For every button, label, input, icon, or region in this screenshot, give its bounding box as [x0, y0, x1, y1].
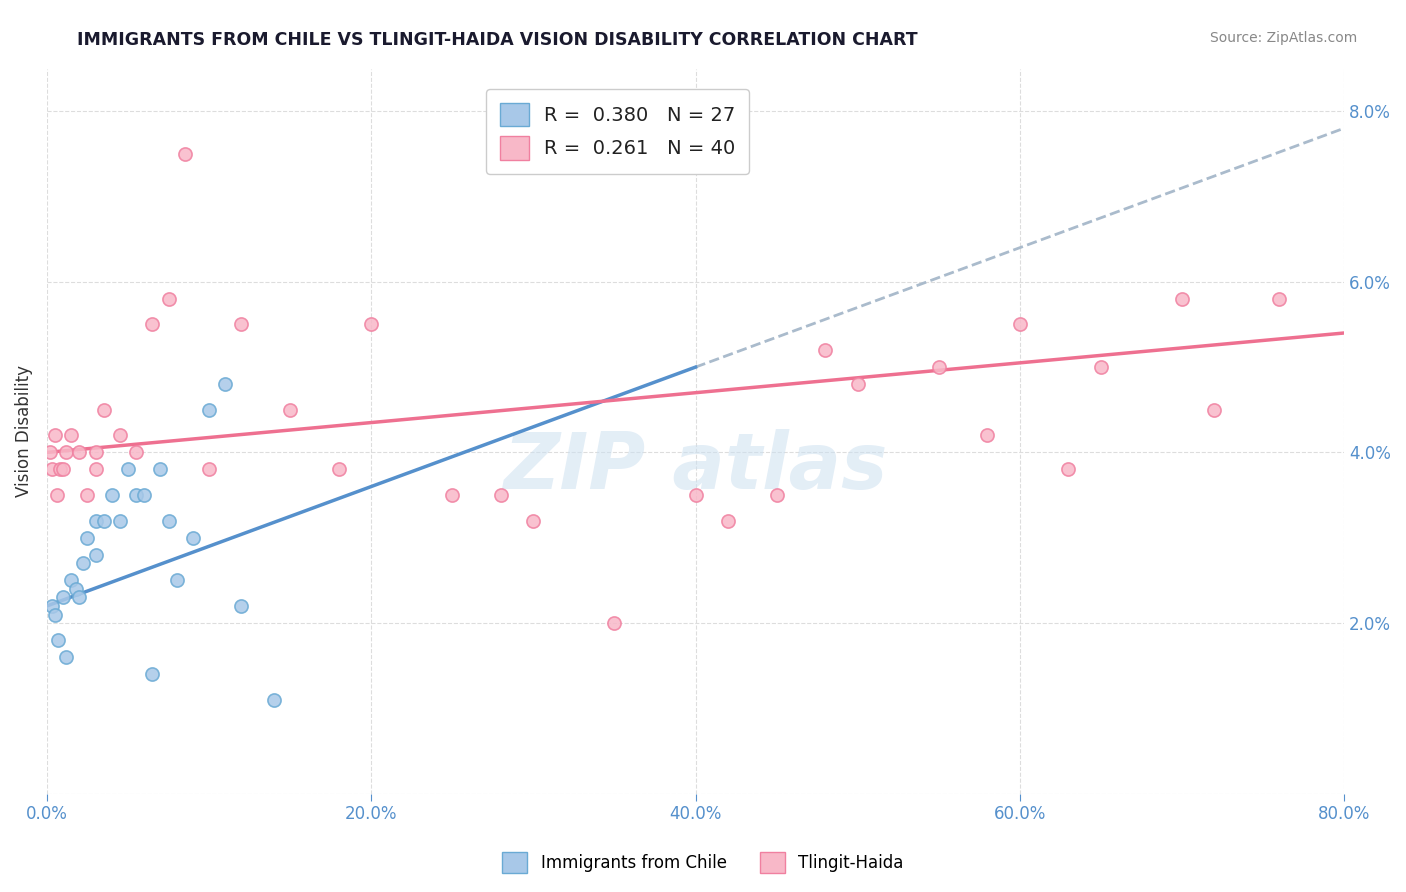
Point — [1090, 360, 1112, 375]
Y-axis label: Vision Disability: Vision Disability — [15, 365, 32, 497]
Point — [157, 292, 180, 306]
Text: IMMIGRANTS FROM CHILE VS TLINGIT-HAIDA VISION DISABILITY CORRELATION CHART: IMMIGRANTS FROM CHILE VS TLINGIT-HAIDA V… — [77, 31, 918, 49]
Point — [72, 557, 94, 571]
Point — [141, 667, 163, 681]
Point — [67, 445, 90, 459]
Point — [814, 343, 837, 357]
Point — [44, 607, 66, 622]
Point — [46, 633, 69, 648]
Point — [1268, 292, 1291, 306]
Text: Source: ZipAtlas.com: Source: ZipAtlas.com — [1209, 31, 1357, 45]
Point — [65, 582, 87, 596]
Point — [55, 650, 77, 665]
Point — [100, 488, 122, 502]
Point — [76, 488, 98, 502]
Point — [1171, 292, 1194, 306]
Point — [108, 514, 131, 528]
Point — [108, 428, 131, 442]
Point — [45, 488, 67, 502]
Point — [928, 360, 950, 375]
Point — [278, 402, 301, 417]
Point — [141, 318, 163, 332]
Point — [214, 377, 236, 392]
Point — [685, 488, 707, 502]
Point — [134, 488, 156, 502]
Point — [846, 377, 869, 392]
Point — [41, 462, 63, 476]
Point — [76, 531, 98, 545]
Point — [181, 531, 204, 545]
Point — [49, 462, 72, 476]
Point — [125, 488, 148, 502]
Point — [231, 599, 253, 613]
Point — [149, 462, 172, 476]
Point — [360, 318, 382, 332]
Point — [489, 488, 512, 502]
Point — [84, 548, 107, 562]
Point — [765, 488, 787, 502]
Point — [55, 445, 77, 459]
Point — [93, 402, 115, 417]
Point — [1008, 318, 1031, 332]
Point — [328, 462, 350, 476]
Point — [157, 514, 180, 528]
Point — [1057, 462, 1080, 476]
Point — [173, 146, 195, 161]
Point — [52, 462, 75, 476]
Point — [117, 462, 139, 476]
Point — [67, 591, 90, 605]
Point — [60, 574, 83, 588]
Point — [44, 428, 66, 442]
Point — [263, 693, 285, 707]
Point — [52, 591, 75, 605]
Point — [603, 615, 626, 630]
Point — [39, 445, 62, 459]
Point — [976, 428, 998, 442]
Point — [84, 445, 107, 459]
Text: ZIP atlas: ZIP atlas — [503, 429, 887, 506]
Point — [84, 462, 107, 476]
Point — [522, 514, 544, 528]
Point — [93, 514, 115, 528]
Point — [231, 318, 253, 332]
Point — [166, 574, 188, 588]
Point — [125, 445, 148, 459]
Point — [84, 514, 107, 528]
Point — [198, 462, 221, 476]
Point — [1204, 402, 1226, 417]
Legend: R =  0.380   N = 27, R =  0.261   N = 40: R = 0.380 N = 27, R = 0.261 N = 40 — [486, 89, 749, 174]
Point — [717, 514, 740, 528]
Point — [60, 428, 83, 442]
Point — [441, 488, 464, 502]
Legend: Immigrants from Chile, Tlingit-Haida: Immigrants from Chile, Tlingit-Haida — [496, 846, 910, 880]
Point — [198, 402, 221, 417]
Point — [41, 599, 63, 613]
